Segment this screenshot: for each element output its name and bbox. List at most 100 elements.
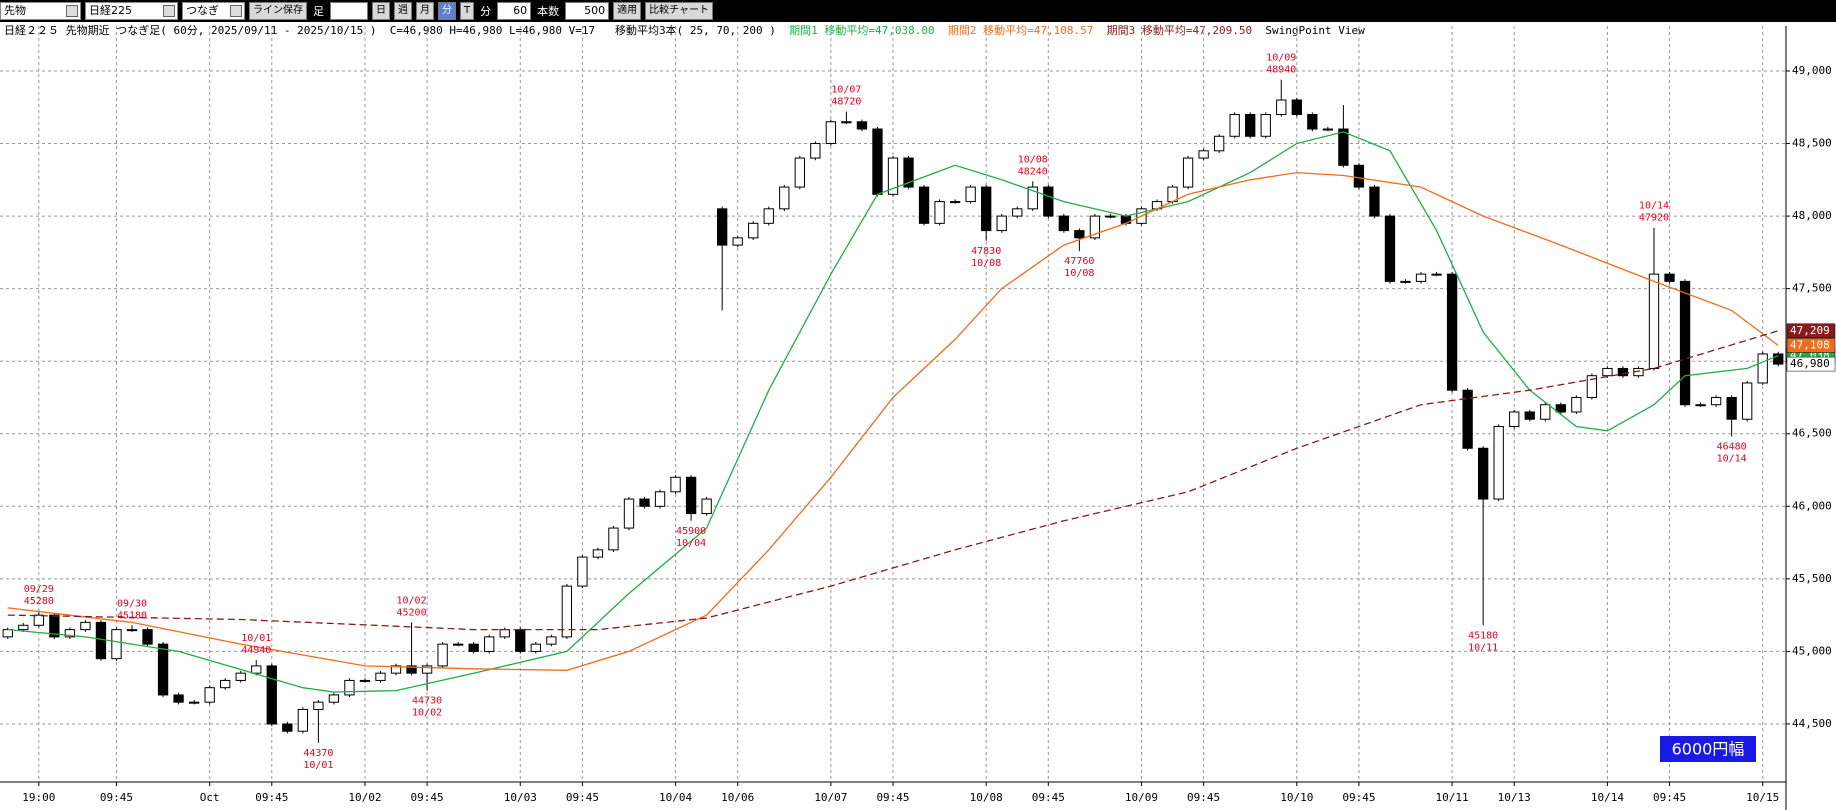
market-select[interactable]: 先物 <box>0 2 81 20</box>
candle-body <box>251 665 262 674</box>
candle-body <box>1043 186 1054 217</box>
x-tick-label: 09:45 <box>411 791 444 804</box>
swing-price: 48940 <box>1266 65 1296 76</box>
y-tick-label: 46,000 <box>1792 499 1832 512</box>
y-tick-label: 44,500 <box>1792 717 1832 730</box>
x-tick-label: 10/02 <box>348 791 381 804</box>
candle-body <box>1198 150 1209 159</box>
swing-date: 09/30 <box>117 598 147 609</box>
ma-line <box>7 131 1779 693</box>
candle-body <box>142 629 153 645</box>
candle-body <box>608 527 619 551</box>
candle-body <box>1493 425 1504 500</box>
candle-body <box>1695 404 1706 407</box>
swing-date: 10/11 <box>1468 642 1498 653</box>
swing-date: 10/02 <box>397 595 427 606</box>
candle-body <box>1617 367 1629 377</box>
range-badge-bg <box>1660 736 1756 762</box>
swing-date: 10/01 <box>241 633 271 644</box>
x-tick-label: 09:45 <box>255 791 288 804</box>
swing-price: 47920 <box>1639 213 1669 224</box>
candle-body <box>981 186 992 232</box>
x-tick-label: 10/13 <box>1498 791 1531 804</box>
candle-body <box>903 157 914 188</box>
x-tick-label: 10/15 <box>1746 791 1779 804</box>
candle-body <box>1245 114 1256 137</box>
candle-body <box>406 665 417 674</box>
candle-body <box>1742 382 1753 420</box>
candle-body <box>1307 114 1318 130</box>
x-tick-label: 09:45 <box>876 791 909 804</box>
bar-box[interactable] <box>330 2 368 20</box>
period-button[interactable]: 日 <box>372 2 390 20</box>
save-lines-button[interactable]: ライン保存 <box>249 2 307 20</box>
candle-body <box>1462 389 1473 449</box>
x-tick-label: 09:45 <box>1187 791 1220 804</box>
candle-body <box>359 679 371 682</box>
candle-body <box>748 222 759 239</box>
last-value-tag-bg <box>1786 323 1836 339</box>
candle-body <box>1213 135 1225 152</box>
swing-date: 10/14 <box>1639 201 1669 212</box>
candle-body <box>1664 273 1675 282</box>
candle-body <box>810 143 821 159</box>
candle-body <box>872 128 883 195</box>
period-button[interactable]: 週 <box>394 2 412 20</box>
period-button[interactable]: T <box>460 2 475 20</box>
last-value-tag: 47,209 <box>1790 324 1830 337</box>
candle-body <box>732 237 743 246</box>
close-tag-bg <box>1786 356 1836 372</box>
count-input[interactable]: 500 <box>565 2 610 20</box>
x-tick-label: 10/03 <box>504 791 537 804</box>
range-badge: 6000円幅 <box>1672 740 1745 759</box>
candle-body <box>18 624 29 631</box>
swing-date: 10/14 <box>1717 454 1747 465</box>
candle-body <box>1648 273 1660 369</box>
swing-date: 10/09 <box>1266 53 1296 64</box>
candle-body <box>1757 353 1768 384</box>
candle-body <box>1415 273 1427 282</box>
candle-body <box>639 498 650 507</box>
swing-date: 10/01 <box>303 760 333 771</box>
swing-price: 47760 <box>1064 256 1094 267</box>
candle-body <box>328 694 340 703</box>
candle-body <box>421 665 433 674</box>
candle-body <box>95 621 107 660</box>
y-tick-label: 45,500 <box>1792 572 1832 585</box>
x-tick-label: 19:00 <box>22 791 55 804</box>
compare-button[interactable]: 比較チャート <box>645 2 714 20</box>
candle-body <box>2 629 13 638</box>
last-value-tag-bg <box>1786 338 1836 353</box>
candle-body <box>390 665 402 674</box>
x-tick-label: 09:45 <box>1342 791 1375 804</box>
candle-body <box>1384 215 1396 282</box>
y-tick-label: 48,000 <box>1792 209 1832 222</box>
symbol-select[interactable]: 日経225 <box>85 2 178 20</box>
candle-body <box>111 629 122 660</box>
y-tick-label: 49,000 <box>1792 64 1832 77</box>
period-button[interactable]: 分 <box>438 2 456 20</box>
candle-body <box>887 157 899 195</box>
candle-body <box>437 643 448 667</box>
swing-price: 48240 <box>1018 166 1048 177</box>
candle-body <box>220 679 231 689</box>
apply-button[interactable]: 適用 <box>613 2 642 20</box>
candle-body <box>1369 186 1380 217</box>
toolbar: 先物 日経225 つなぎ足 ライン保存 足 日 週 月 分 T 分 60 本数 … <box>0 0 1836 33</box>
candle-body <box>701 498 712 515</box>
candle-body <box>1027 186 1038 210</box>
period-button[interactable]: 月 <box>416 2 434 20</box>
legend-entry: 期間2 移動平均=47,108.57 <box>948 23 1093 37</box>
candle-body <box>685 476 697 515</box>
candle-body <box>1089 215 1101 239</box>
x-tick-label: 10/07 <box>814 791 847 804</box>
candle-body <box>1431 273 1442 276</box>
candle-body <box>1400 280 1411 283</box>
swing-date: 10/04 <box>676 538 706 549</box>
interval-input[interactable]: 60 <box>497 2 532 20</box>
last-value-tag: 47,108 <box>1790 338 1830 351</box>
swing-price: 46480 <box>1717 442 1747 453</box>
x-tick-label: 09:45 <box>1032 791 1065 804</box>
